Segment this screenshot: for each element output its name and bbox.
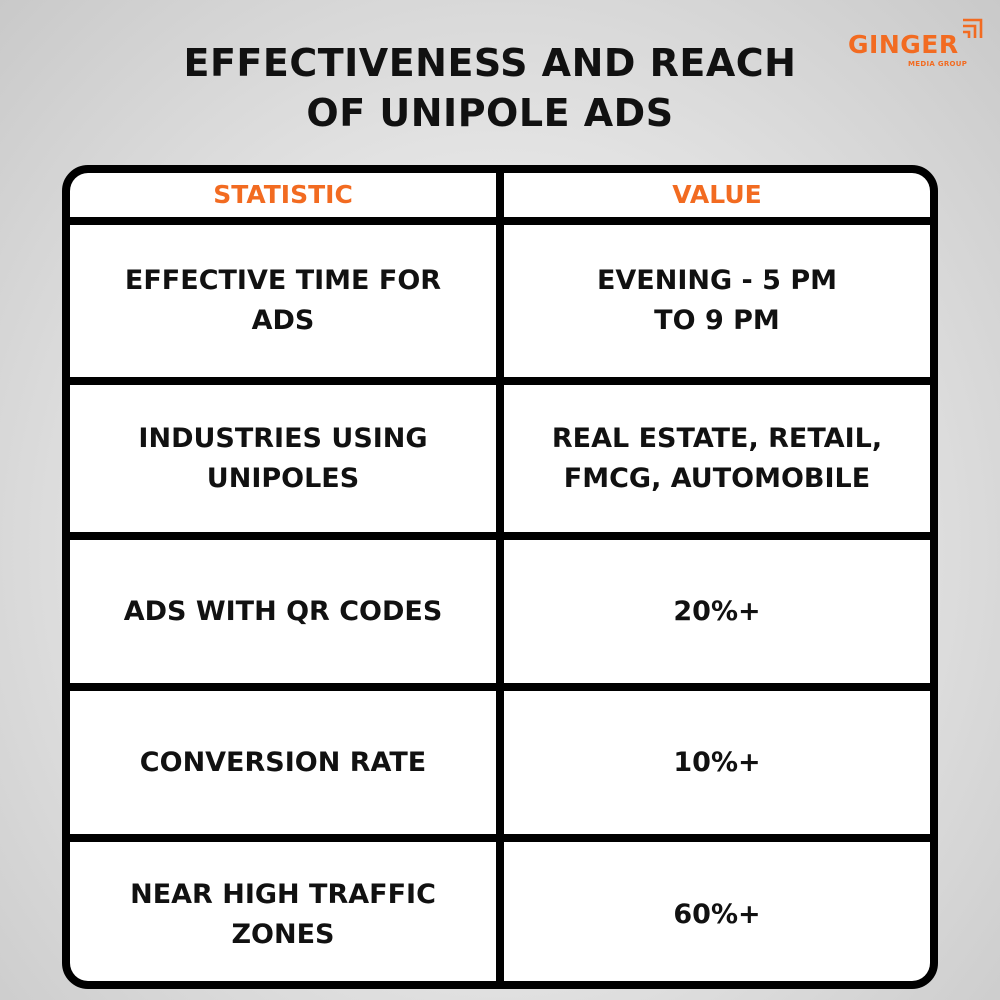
row-2-value: REAL ESTATE, RETAIL, FMCG, AUTOMOBILE	[504, 385, 930, 532]
row-4-statistic: CONVERSION RATE	[70, 691, 496, 834]
logo-wordmark: GINGER	[848, 30, 959, 59]
header-value: VALUE	[504, 173, 930, 217]
signal-bars-icon	[963, 18, 983, 38]
row-3-statistic: ADS WITH QR CODES	[70, 540, 496, 683]
row-5-value: 60%+	[504, 842, 930, 981]
page-title-line-2: OF UNIPOLE ADS	[306, 91, 674, 135]
page-title-line-1: EFFECTIVENESS AND REACH	[183, 41, 797, 85]
statistics-table: STATISTIC VALUE EFFECTIVE TIME FOR ADS E…	[62, 165, 938, 989]
header-statistic: STATISTIC	[70, 173, 496, 217]
page-title: EFFECTIVENESS AND REACH OF UNIPOLE ADS	[0, 38, 980, 138]
row-3-value: 20%+	[504, 540, 930, 683]
logo-subtitle: MEDIA GROUP	[908, 60, 968, 68]
row-1-value: EVENING - 5 PM TO 9 PM	[504, 225, 930, 377]
row-1-statistic: EFFECTIVE TIME FOR ADS	[70, 225, 496, 377]
row-4-value: 10%+	[504, 691, 930, 834]
ginger-media-group-logo: GINGER MEDIA GROUP	[848, 18, 983, 74]
row-2-statistic: INDUSTRIES USING UNIPOLES	[70, 385, 496, 532]
row-5-statistic: NEAR HIGH TRAFFIC ZONES	[70, 842, 496, 981]
